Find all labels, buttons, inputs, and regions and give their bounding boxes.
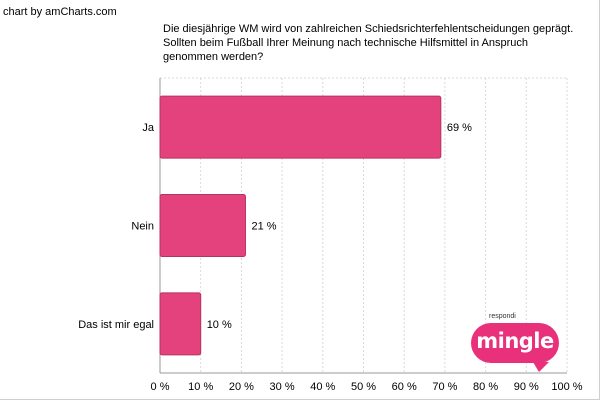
chart-credit[interactable]: chart by amCharts.com [3, 6, 117, 18]
value-label: 69 % [447, 122, 472, 134]
mingle-logo: respondi mingle [471, 313, 559, 372]
x-tick-label: 0 % [151, 381, 170, 393]
category-label: Ja [142, 122, 155, 134]
x-tick-label: 40 % [310, 381, 335, 393]
bar[interactable] [159, 292, 202, 356]
logo-small-text: respondi [489, 313, 516, 320]
x-tick-label: 50 % [351, 381, 376, 393]
x-tick-label: 10 % [188, 381, 213, 393]
logo-word: mingle [476, 329, 554, 353]
value-label: 10 % [207, 319, 232, 331]
x-tick-label: 20 % [229, 381, 254, 393]
x-tick-label: 60 % [392, 381, 417, 393]
category-label: Nein [131, 221, 154, 233]
value-label: 21 % [251, 221, 276, 233]
x-tick-label: 100 % [551, 381, 582, 393]
x-tick-label: 30 % [270, 381, 295, 393]
logo-speech-bubble [471, 323, 559, 372]
bar[interactable] [159, 194, 246, 257]
category-label: Das ist mir egal [78, 319, 154, 331]
x-tick-label: 80 % [473, 381, 498, 393]
bar[interactable] [159, 95, 442, 159]
chart-title: Die diesjährige WM wird von zahlreichen … [163, 23, 574, 63]
x-tick-label: 70 % [432, 381, 457, 393]
x-tick-label: 90 % [514, 381, 539, 393]
